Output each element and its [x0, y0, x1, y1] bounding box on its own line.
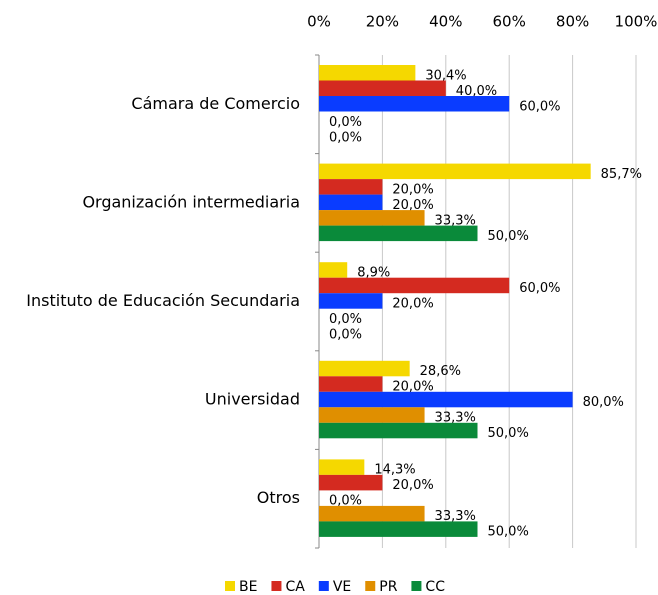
value-label: 50,0%: [488, 229, 529, 244]
value-label: 0,0%: [329, 115, 362, 130]
legend-label: VE: [333, 579, 351, 595]
bar: [319, 505, 425, 522]
value-label: 40,0%: [456, 84, 497, 99]
legend-label: PR: [379, 579, 397, 595]
legend-swatch: [225, 581, 235, 591]
bar: [319, 96, 510, 112]
bar: [319, 194, 383, 211]
value-label: 50,0%: [488, 525, 529, 540]
bar: [319, 163, 591, 180]
bar: [319, 293, 383, 309]
value-label: 60,0%: [519, 99, 560, 114]
bar: [319, 262, 348, 278]
value-label: 0,0%: [329, 312, 362, 327]
bar: [319, 225, 478, 242]
value-label: 85,7%: [601, 167, 642, 182]
value-label: 20,0%: [392, 182, 433, 197]
legend-swatch: [318, 581, 329, 591]
value-label: 33,3%: [435, 411, 476, 426]
bar: [319, 407, 425, 423]
legend-label: CC: [425, 579, 445, 595]
value-label: 28,6%: [420, 364, 461, 379]
x-tick-label: 0%: [307, 13, 331, 31]
value-label: 50,0%: [488, 426, 529, 441]
bar: [319, 80, 446, 96]
bar: [319, 459, 365, 475]
value-label: 60,0%: [519, 281, 560, 296]
value-label: 33,3%: [435, 509, 476, 524]
legend-label: CA: [285, 579, 305, 595]
category-label: Organización intermediaria: [82, 192, 300, 211]
category-label: Universidad: [205, 390, 300, 409]
bar: [319, 277, 510, 294]
value-label: 33,3%: [435, 213, 476, 228]
value-label: 20,0%: [392, 296, 433, 311]
bar: [319, 376, 383, 392]
legend-swatch: [365, 581, 376, 591]
bar: [319, 422, 478, 439]
bar: [319, 391, 573, 408]
bar: [319, 179, 383, 195]
legend-label: BE: [239, 579, 257, 595]
value-label: 80,0%: [583, 395, 624, 410]
category-label: Instituto de Educación Secundaria: [26, 291, 300, 310]
value-label: 30,4%: [425, 68, 466, 83]
x-tick-label: 80%: [556, 13, 589, 31]
bar: [319, 474, 383, 491]
category-label: Otros: [257, 488, 300, 507]
category-label: Cámara de Comercio: [131, 94, 300, 113]
value-label: 0,0%: [329, 494, 362, 509]
bar: [319, 521, 478, 537]
legend-swatch: [271, 581, 282, 591]
bar: [319, 65, 416, 81]
x-tick-label: 60%: [493, 13, 526, 31]
value-label: 0,0%: [329, 327, 362, 342]
legend-swatch: [411, 581, 422, 591]
value-label: 14,3%: [374, 463, 415, 478]
value-label: 8,9%: [357, 265, 390, 280]
bar: [319, 360, 410, 377]
value-label: 20,0%: [392, 380, 433, 395]
x-tick-label: 20%: [366, 13, 399, 31]
value-label: 0,0%: [329, 130, 362, 145]
bar: [319, 210, 425, 226]
x-tick-label: 100%: [615, 13, 658, 31]
value-label: 20,0%: [392, 478, 433, 493]
value-label: 20,0%: [392, 198, 433, 213]
x-tick-label: 40%: [429, 13, 462, 31]
